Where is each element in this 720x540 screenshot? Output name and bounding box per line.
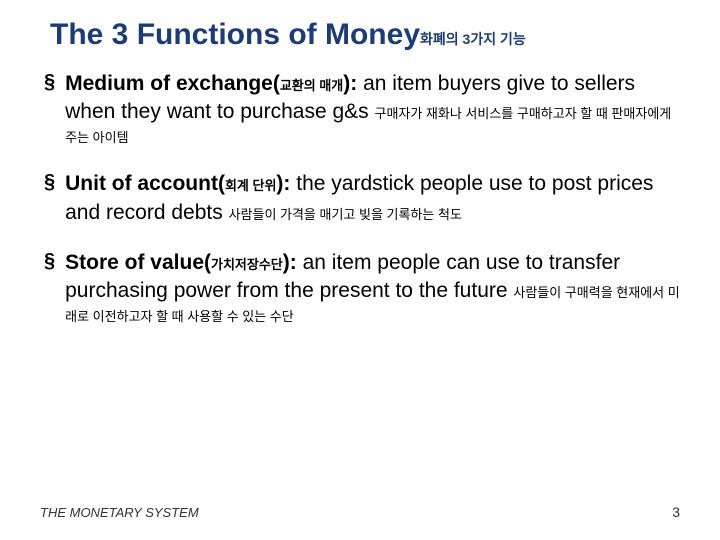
bullet-body: Store of value(가치저장수단): an item people c… [65, 249, 680, 327]
title-sub: 화폐의 3가지 기능 [420, 31, 526, 47]
bullet-list: § Medium of exchange(교환의 매개): an item bu… [44, 70, 680, 327]
slide-title: The 3 Functions of Money화폐의 3가지 기능 [50, 18, 680, 52]
list-item: § Unit of account(회계 단위): the yardstick … [44, 170, 680, 227]
bullet-body: Medium of exchange(교환의 매개): an item buye… [65, 70, 680, 148]
definition-sub: 사람들이 가격을 매기고 빚을 기록하는 척도 [229, 207, 462, 222]
bullet-marker: § [44, 170, 55, 194]
term-sub: 교환의 매개 [280, 78, 343, 93]
page-number: 3 [672, 504, 680, 520]
bullet-body: Unit of account(회계 단위): the yardstick pe… [65, 170, 680, 227]
list-item: § Medium of exchange(교환의 매개): an item bu… [44, 70, 680, 148]
term-sub: 회계 단위 [225, 178, 276, 193]
bullet-marker: § [44, 70, 55, 94]
term-close: ): [276, 172, 290, 195]
bullet-marker: § [44, 249, 55, 273]
title-main: The 3 Functions of Money [50, 18, 420, 51]
list-item: § Store of value(가치저장수단): an item people… [44, 249, 680, 327]
term-close: ): [343, 72, 357, 95]
term-sub: 가치저장수단 [211, 257, 283, 272]
term-close: ): [283, 251, 297, 274]
term: Medium of exchange( [65, 72, 280, 95]
term: Store of value( [65, 251, 211, 274]
term: Unit of account( [65, 172, 225, 195]
footer-text: THE MONETARY SYSTEM [40, 505, 199, 520]
